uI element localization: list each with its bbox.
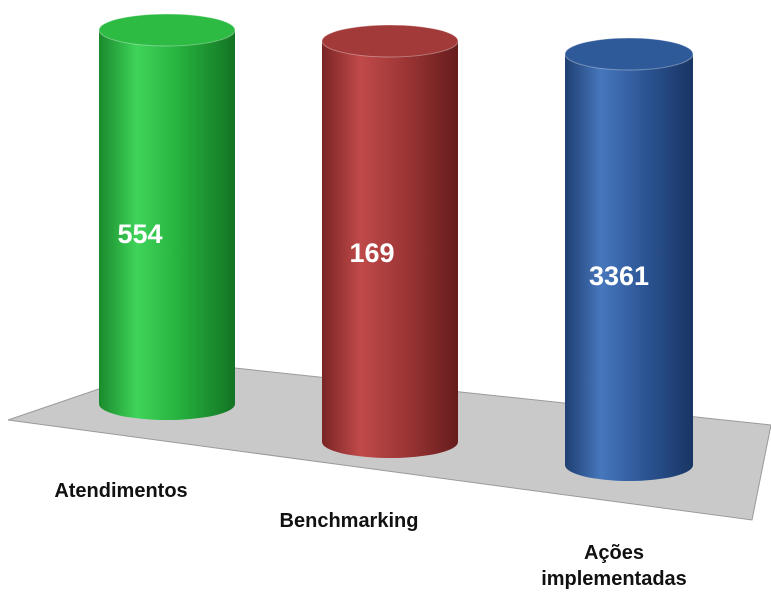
bar-1: 169 bbox=[321, 24, 459, 458]
category-label-1: Benchmarking bbox=[280, 510, 419, 532]
category-label-2-line-2: implementadas bbox=[541, 568, 687, 590]
bar-2: 3361 bbox=[564, 37, 694, 481]
bar-0: 554 bbox=[98, 13, 236, 420]
category-label-2-line-1: Ações bbox=[584, 542, 644, 564]
bar-body-1 bbox=[322, 41, 458, 458]
bar-top-2 bbox=[564, 37, 694, 71]
bar-body-2 bbox=[565, 54, 693, 481]
bar-top-0 bbox=[98, 13, 236, 47]
value-label-1: 169 bbox=[349, 238, 394, 268]
bar-top-1 bbox=[321, 24, 459, 58]
bar-body-0 bbox=[99, 30, 235, 420]
value-label-2: 3361 bbox=[589, 261, 649, 291]
value-label-0: 554 bbox=[117, 219, 162, 249]
category-label-0: Atendimentos bbox=[54, 480, 187, 502]
